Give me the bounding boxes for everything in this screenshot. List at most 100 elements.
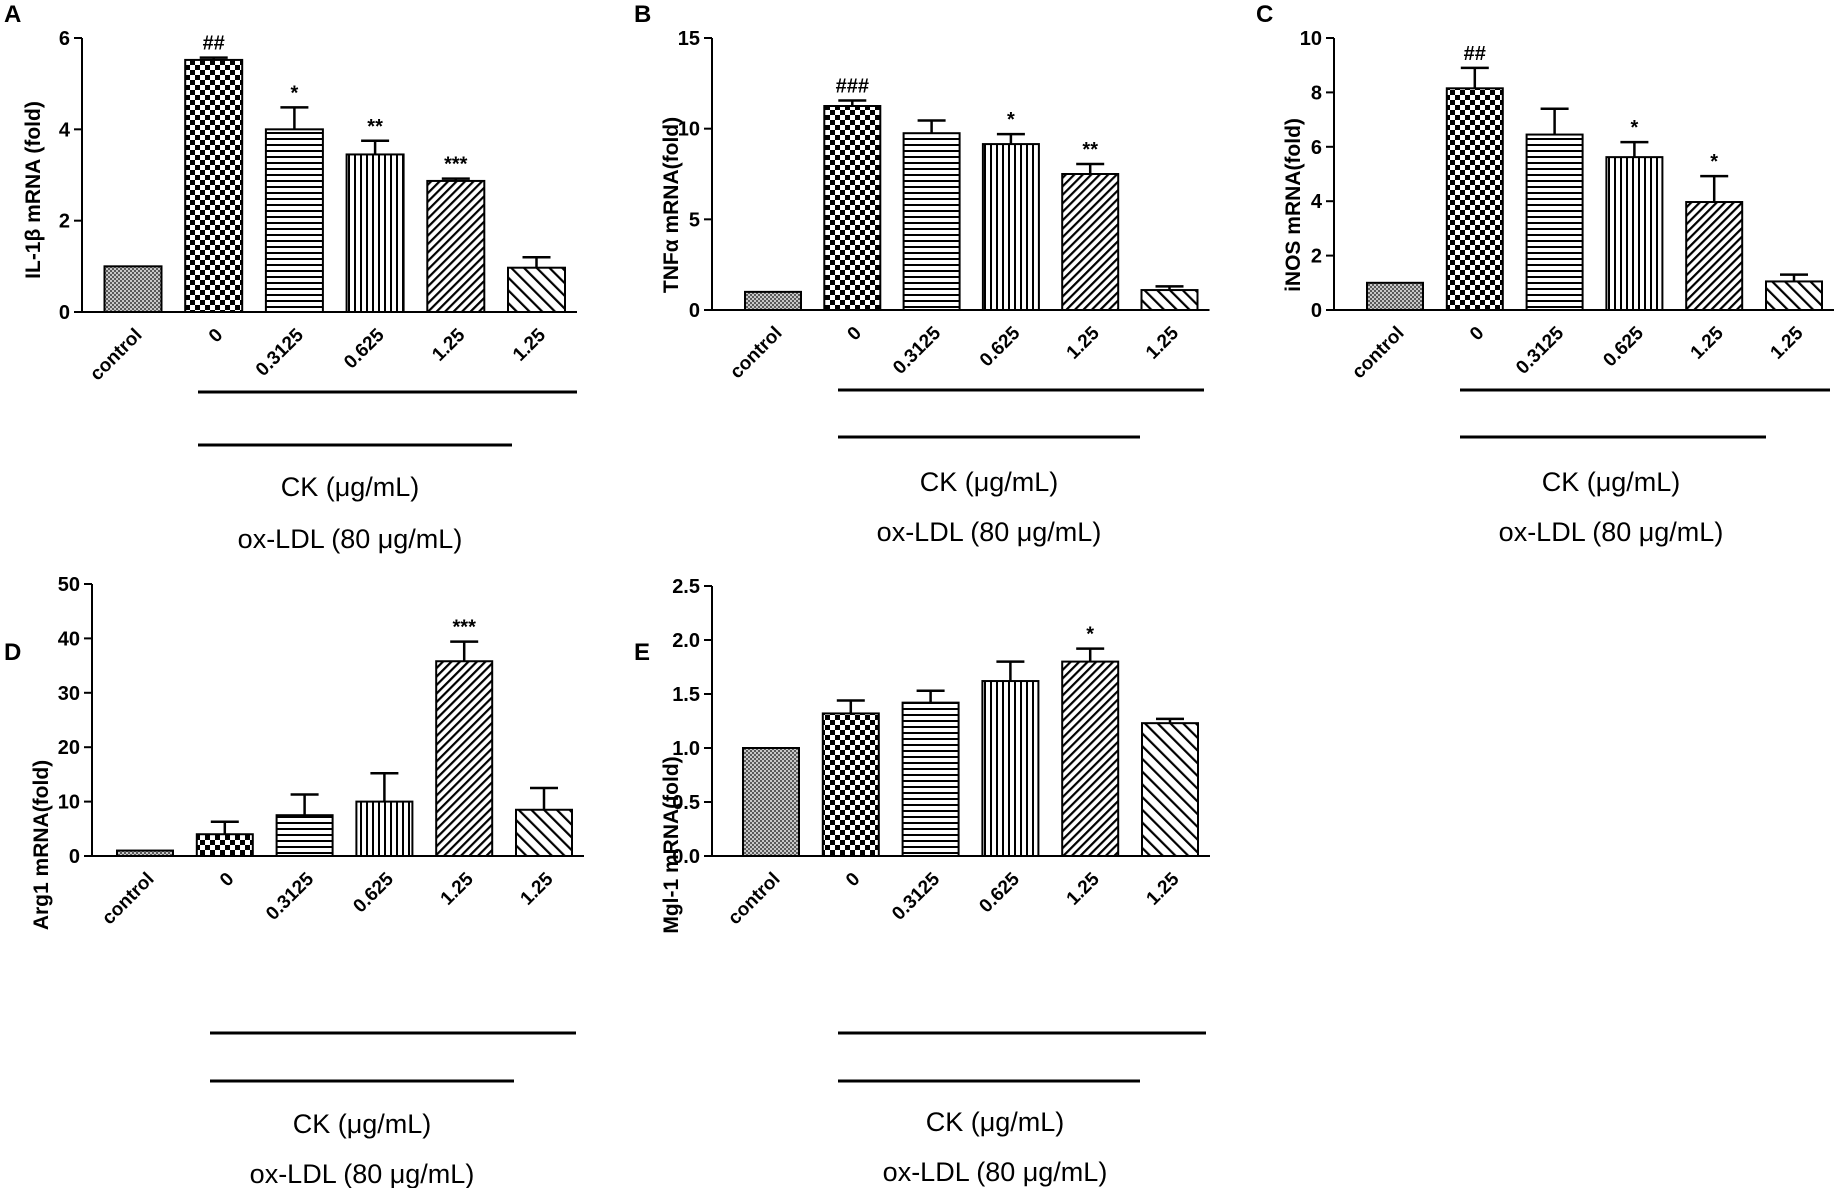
x-tick-label: 0.3125 xyxy=(262,868,318,924)
y-tick-label: 2 xyxy=(1311,246,1322,268)
significance-label: *** xyxy=(453,617,477,639)
x-tick-label: 1.25 xyxy=(1063,322,1104,363)
x-tick-label: 0.625 xyxy=(976,322,1025,371)
significance-label: * xyxy=(1086,624,1094,646)
y-tick-label: 0 xyxy=(59,302,70,324)
bar xyxy=(742,747,800,857)
ck-group-label: CK (μg/mL) xyxy=(293,1109,432,1139)
ck-group-label: CK (μg/mL) xyxy=(926,1107,1065,1137)
significance-label: ## xyxy=(203,33,225,55)
ck-group-label: CK (μg/mL) xyxy=(920,467,1059,497)
ck-group-label: CK (μg/mL) xyxy=(281,472,420,502)
bar xyxy=(507,266,566,314)
y-tick-label: 8 xyxy=(1311,82,1322,104)
ox-ldl-group-label: ox-LDL (80 μg/mL) xyxy=(1499,517,1724,547)
bar xyxy=(355,800,414,857)
bar xyxy=(103,265,163,314)
panel-letter: C xyxy=(1256,1,1273,28)
significance-label: * xyxy=(1631,117,1639,139)
y-tick-label: 4 xyxy=(59,119,71,141)
x-tick-label: 0.3125 xyxy=(1512,322,1568,378)
y-tick-label: 0.5 xyxy=(672,792,700,814)
y-tick-label: 0 xyxy=(689,300,700,322)
significance-label: * xyxy=(1710,151,1718,173)
y-tick-label: 0 xyxy=(69,846,80,868)
bar xyxy=(1061,173,1120,311)
panel-letter: B xyxy=(634,1,651,28)
x-tick-label: control xyxy=(724,869,784,929)
bar xyxy=(184,58,244,313)
bar xyxy=(1141,722,1199,857)
x-tick-label: 1.25 xyxy=(437,868,478,909)
ox-ldl-group-label: ox-LDL (80 μg/mL) xyxy=(250,1159,475,1188)
y-tick-label: 1.0 xyxy=(672,738,700,760)
x-tick-label: 0 xyxy=(842,869,864,891)
y-tick-label: 10 xyxy=(58,792,80,814)
panel-letter: A xyxy=(4,1,21,28)
bar xyxy=(1525,133,1584,311)
y-axis-label: Mgl-1 mRNA(fold) xyxy=(660,756,683,933)
y-axis-label: iNOS mRNA(fold) xyxy=(1282,118,1305,292)
x-tick-label: 0.625 xyxy=(975,868,1024,917)
bar xyxy=(981,143,1040,311)
x-tick-label: 0.625 xyxy=(340,324,389,373)
x-tick-label: 1.25 xyxy=(1143,868,1184,909)
x-tick-label: control xyxy=(726,323,786,383)
ck-group-label: CK (μg/mL) xyxy=(1542,467,1681,497)
bar xyxy=(116,849,174,857)
x-tick-label: 1.25 xyxy=(428,324,469,365)
x-tick-label: 1.25 xyxy=(1767,322,1808,363)
bar xyxy=(1605,156,1664,311)
y-tick-label: 40 xyxy=(58,628,80,650)
x-tick-label: 0.625 xyxy=(1599,322,1648,371)
y-tick-label: 2.0 xyxy=(672,630,700,652)
significance-label: * xyxy=(291,82,299,104)
x-tick-label: 0 xyxy=(1466,323,1488,345)
bar xyxy=(1061,660,1120,857)
y-tick-label: 6 xyxy=(59,28,70,50)
significance-label: ** xyxy=(367,116,383,138)
x-tick-label: control xyxy=(98,869,158,929)
bar xyxy=(823,105,882,311)
y-tick-label: 2.5 xyxy=(672,576,700,598)
bar xyxy=(426,179,486,313)
y-tick-label: 20 xyxy=(58,737,80,759)
x-tick-label: 1.25 xyxy=(1142,322,1183,363)
significance-label: ** xyxy=(1082,139,1098,161)
significance-label: * xyxy=(1007,109,1015,131)
significance-label: ## xyxy=(1464,43,1486,65)
bar xyxy=(1445,87,1504,311)
panel-c: C iNOS mRNA(fold) CK (μg/mL) ox-LDL (80 … xyxy=(1256,1,1834,547)
x-tick-label: 0 xyxy=(216,869,238,891)
x-tick-label: 0.3125 xyxy=(888,868,944,924)
y-axis-label: IL-1β mRNA (fold) xyxy=(22,101,45,279)
panel-e: E Mgl-1 mRNA(fold) CK (μg/mL) ox-LDL (80… xyxy=(634,576,1210,1187)
y-tick-label: 6 xyxy=(1311,137,1322,159)
bar xyxy=(901,701,960,858)
y-tick-label: 10 xyxy=(678,119,700,141)
bar xyxy=(195,833,254,857)
bar xyxy=(435,660,494,857)
panel-letter: E xyxy=(634,639,650,666)
panel-letter: D xyxy=(4,639,21,666)
x-tick-label: 0.3125 xyxy=(889,322,945,378)
bar xyxy=(275,814,334,858)
ox-ldl-group-label: ox-LDL (80 μg/mL) xyxy=(883,1157,1108,1187)
x-tick-label: 1.25 xyxy=(517,868,558,909)
y-tick-label: 4 xyxy=(1311,191,1323,213)
panel-b: B TNFα mRNA(fold) CK (μg/mL) ox-LDL (80 … xyxy=(634,1,1210,547)
bar xyxy=(264,128,324,313)
y-tick-label: 15 xyxy=(678,28,700,50)
x-tick-label: 1.25 xyxy=(1063,868,1104,909)
x-tick-label: control xyxy=(86,325,146,385)
x-tick-label: control xyxy=(1348,323,1408,383)
bar xyxy=(515,808,573,858)
bar xyxy=(345,153,405,313)
y-tick-label: 5 xyxy=(689,209,700,231)
ox-ldl-group-label: ox-LDL (80 μg/mL) xyxy=(877,517,1102,547)
significance-label: ### xyxy=(836,76,869,98)
bar xyxy=(1140,289,1199,312)
y-tick-label: 1.5 xyxy=(672,684,700,706)
bar xyxy=(821,712,880,857)
y-tick-label: 50 xyxy=(58,574,80,596)
